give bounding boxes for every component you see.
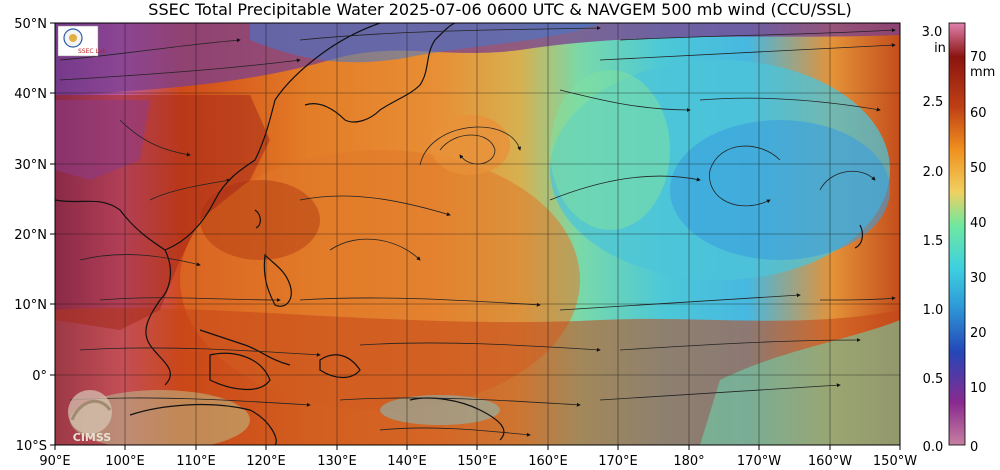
lon-label: 110°E [176,454,216,469]
ssec-logo: SSEC Lab [57,25,107,57]
cimss-logo-text: CIMSS [73,431,112,444]
lat-label: 0° [32,369,47,384]
colorbar-tick-inch: 2.5 [923,95,944,110]
lat-label: 30°N [14,158,47,173]
lon-label: 160°E [528,454,568,469]
lat-label: 20°N [14,228,47,243]
colorbar-tick-inch: 1.5 [923,234,944,249]
lat-label: 50°N [14,17,47,32]
lat-label: 40°N [14,87,47,102]
colorbar-tick-inch: 0.5 [923,372,944,387]
lon-label: 180° [673,454,704,469]
colorbar-tick-inch: 1.0 [923,303,944,318]
latitude-labels: 50°N 40°N 30°N 20°N 10°N 0° 10°S [14,17,47,454]
graticule [55,23,900,445]
lon-label: 140°E [387,454,427,469]
colorbar-tick-mm: 60 [970,106,987,121]
cimss-logo: CIMSS [68,390,112,444]
ssec-logo-text: SSEC Lab [78,48,107,55]
colorbar-tick-mm: 30 [970,271,987,286]
lon-label: 170°E [598,454,638,469]
colorbar-tick-inch: 2.0 [923,165,944,180]
lon-label: 120°E [246,454,286,469]
colorbar-scale [948,22,966,446]
colorbar-units-inches: in [934,41,946,56]
colorbar-tick-mm: 0 [970,440,978,455]
tpw-field [55,23,900,445]
colorbar-tick-inch: 0.0 [923,440,944,455]
colorbar-tick-mm: 40 [970,216,987,231]
lon-label: 150°E [457,454,497,469]
lon-label: 90°E [39,454,70,469]
lon-label: 160°W [808,454,852,469]
colorbar: 3.0 in 2.5 2.0 1.5 1.0 0.5 0.0 70 70 mm … [922,22,995,455]
colorbar-tick-mm: 10 [970,381,987,396]
colorbar-tick-mm: 50 [970,161,987,176]
map-title: SSEC Total Precipitable Water 2025-07-06… [148,0,852,19]
axis-ticks [50,22,901,450]
lat-label: 10°S [16,439,47,454]
lon-label: 130°E [317,454,357,469]
lon-label: 150°W [873,454,917,469]
longitude-labels: 90°E 100°E 110°E 120°E 130°E 140°E 150°E… [39,454,917,469]
wind-streamlines [59,26,896,437]
colorbar-units-mm: mm [970,65,995,80]
lon-label: 100°E [105,454,145,469]
colorbar-tick-mm: 70 [970,50,987,65]
lon-label: 170°W [737,454,781,469]
colorbar-tick-inch: 3.0 [922,25,943,40]
colorbar-tick-mm: 20 [970,326,987,341]
lat-label: 10°N [14,298,47,313]
